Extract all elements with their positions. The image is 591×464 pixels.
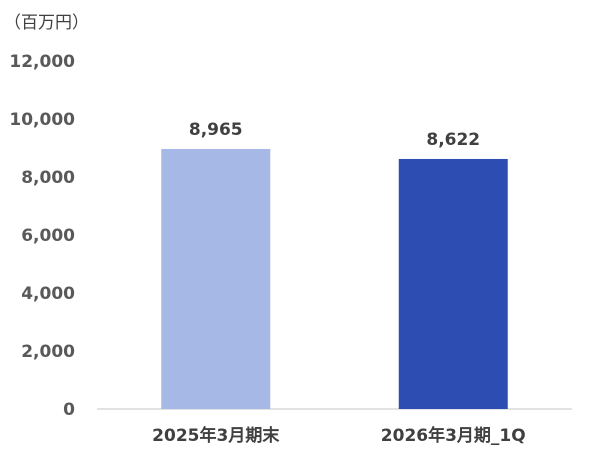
y-tick-label: 0: [63, 400, 75, 420]
bar: [398, 158, 508, 409]
data-label: 8,622: [426, 130, 480, 150]
bar: [161, 149, 271, 409]
y-tick-label: 4,000: [21, 284, 75, 304]
y-tick-label: 6,000: [21, 226, 75, 246]
x-tick-label: 2026年3月期_1Q: [381, 425, 526, 446]
data-label: 8,965: [189, 120, 243, 140]
y-tick-label: 10,000: [9, 110, 75, 130]
y-tick-label: 2,000: [21, 342, 75, 362]
y-tick-label: 8,000: [21, 168, 75, 188]
unit-label: （百万円）: [4, 13, 89, 33]
y-tick-label: 12,000: [9, 52, 75, 72]
x-tick-label: 2025年3月期末: [152, 425, 280, 446]
